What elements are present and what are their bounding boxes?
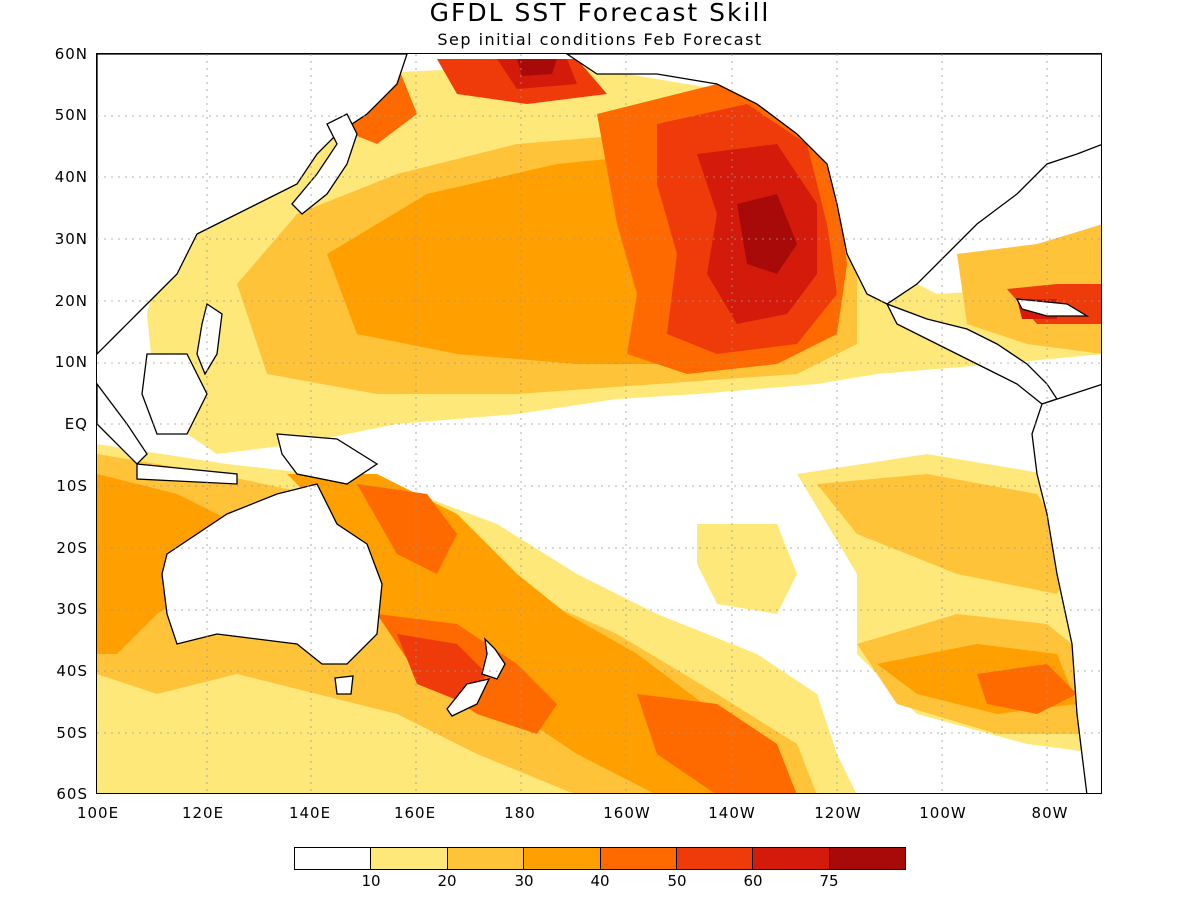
sst-skill-map <box>97 54 1101 793</box>
map-title: GFDL SST Forecast Skill <box>429 0 771 27</box>
legend-label: 30 <box>514 872 534 890</box>
lon-label-140w: 140W <box>708 804 756 822</box>
legend-swatch <box>524 848 601 869</box>
australia-coastline <box>161 483 383 665</box>
tasmania-coastline <box>334 675 354 695</box>
lat-label-20s: 20S <box>56 539 88 557</box>
lon-label-80w: 80W <box>1031 804 1069 822</box>
new-zealand-coastline <box>481 637 506 680</box>
legend-swatch <box>371 848 448 869</box>
lon-label-160w: 160W <box>603 804 651 822</box>
lon-label-160e: 160E <box>393 804 437 822</box>
map-plot-area <box>96 53 1102 794</box>
lat-label-50n: 50N <box>54 106 88 124</box>
lat-label-eq: EQ <box>64 415 88 433</box>
lon-label-100w: 100W <box>919 804 967 822</box>
lat-label-30n: 30N <box>54 230 88 248</box>
lon-label-120w: 120W <box>814 804 862 822</box>
lat-label-50s: 50S <box>56 724 88 742</box>
map-subtitle: Sep initial conditions Feb Forecast <box>437 30 763 49</box>
lat-label-30s: 30S <box>56 600 88 618</box>
alaska-coastline <box>565 54 1101 305</box>
lat-label-60n: 60N <box>54 45 88 63</box>
south-america-coastline <box>1031 383 1101 793</box>
lat-label-10n: 10N <box>54 353 88 371</box>
legend-label: 10 <box>361 872 381 890</box>
japan-coastline <box>291 113 358 215</box>
legend-swatch <box>753 848 830 869</box>
lat-label-20n: 20N <box>54 292 88 310</box>
lat-label-40n: 40N <box>54 168 88 186</box>
lon-label-180: 180 <box>504 804 536 822</box>
legend-swatch <box>829 848 905 869</box>
lon-label-120e: 120E <box>181 804 225 822</box>
skill-shading <box>97 59 1101 793</box>
graticule <box>97 54 1101 793</box>
legend-label: 40 <box>590 872 610 890</box>
lon-label-140e: 140E <box>288 804 332 822</box>
legend-label: 20 <box>437 872 457 890</box>
legend-swatch <box>676 848 754 869</box>
new-zealand-south-coastline <box>446 678 491 717</box>
new-guinea-coastline <box>276 433 379 485</box>
legend-swatch <box>600 848 677 869</box>
legend-swatch <box>447 848 525 869</box>
borneo-coastline <box>141 353 208 435</box>
lat-label-10s: 10S <box>56 477 88 495</box>
legend-label: 75 <box>819 872 839 890</box>
color-legend <box>294 847 906 870</box>
lon-label-100e: 100E <box>76 804 120 822</box>
lat-label-40s: 40S <box>56 662 88 680</box>
coastlines <box>97 54 1101 793</box>
philippines-coastline <box>196 302 223 376</box>
cuba-coastline <box>1015 298 1090 317</box>
legend-label: 60 <box>743 872 763 890</box>
legend-swatch <box>295 848 372 869</box>
legend-label: 50 <box>667 872 687 890</box>
java-coastline <box>136 463 238 485</box>
lat-label-60s: 60S <box>56 785 88 803</box>
